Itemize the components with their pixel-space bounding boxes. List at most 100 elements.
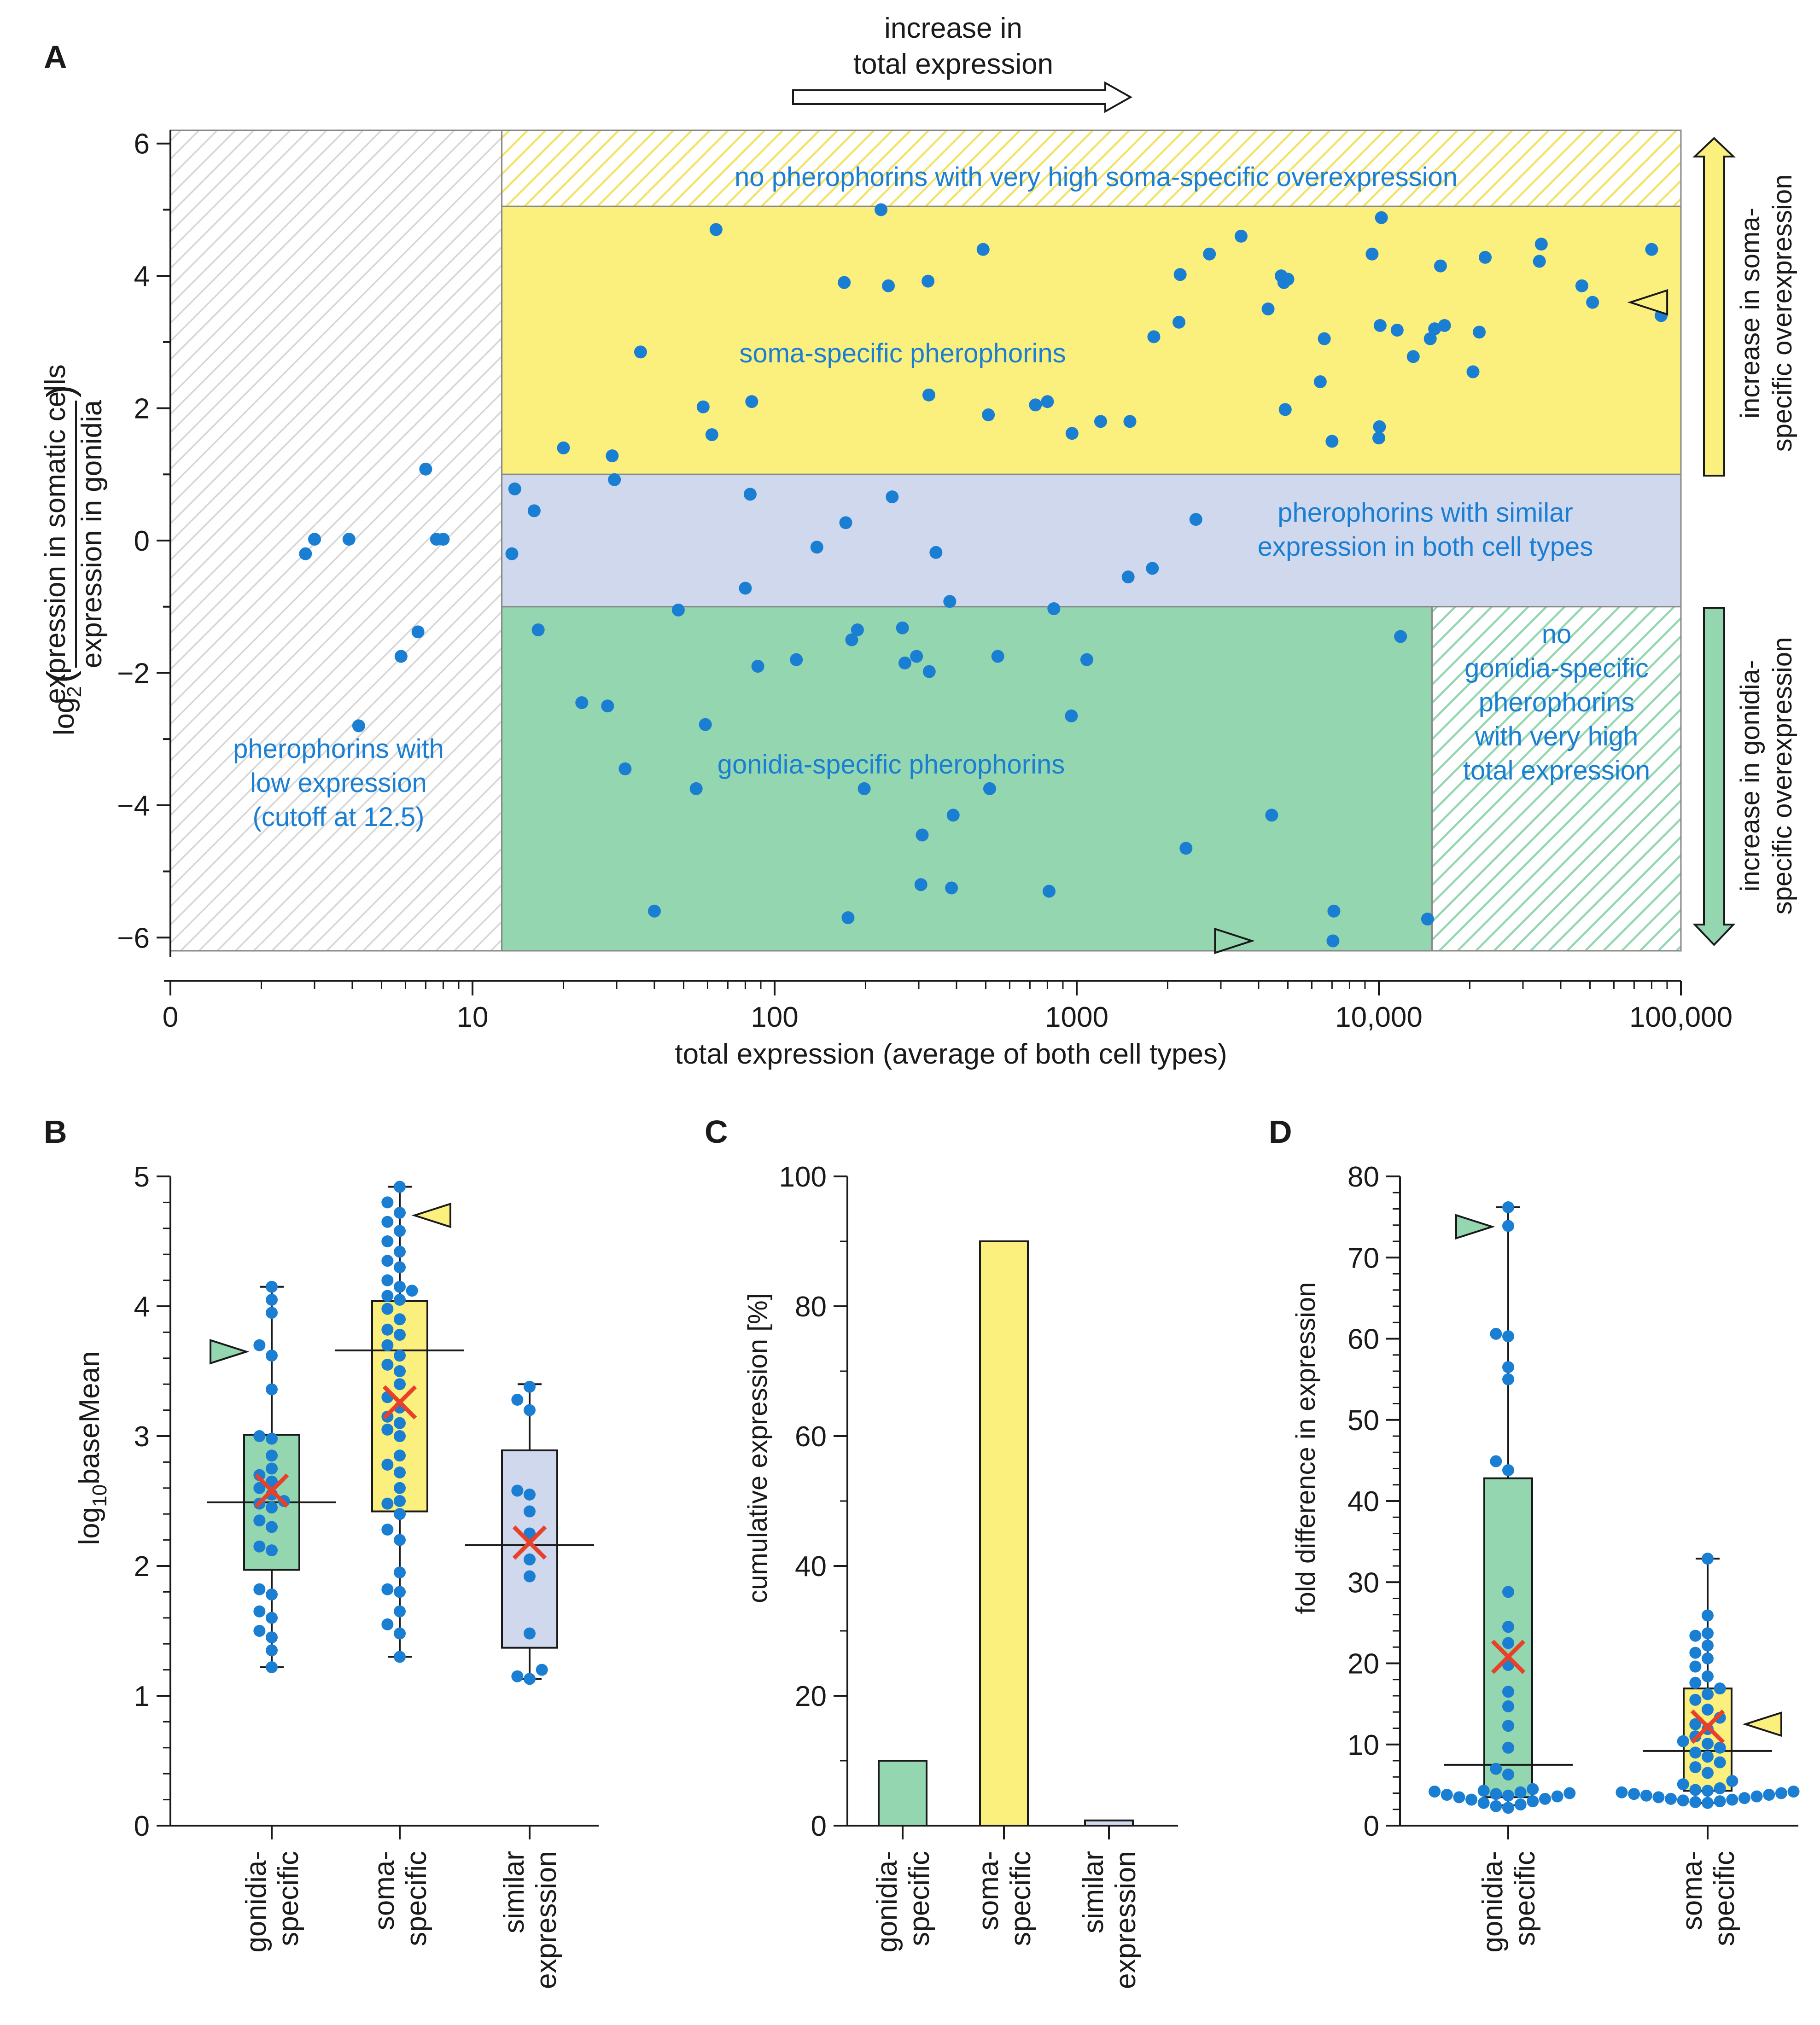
data-point [1702,1652,1714,1664]
data-point [394,1378,406,1391]
data-point [976,243,990,256]
data-point [1702,1751,1714,1763]
data-point [1677,1778,1689,1791]
data-point [810,541,823,554]
data-point [1502,1201,1514,1213]
data-point [1502,1700,1514,1712]
data-point [266,1631,278,1644]
data-point [1477,1785,1490,1797]
arrowhead-marker [1627,289,1668,316]
data-point [1677,1794,1689,1807]
data-point [531,623,545,637]
data-point [381,1497,394,1510]
region-label-green: gonidia-specific pherophorins [718,750,1065,780]
panel-label-c: C [705,1114,728,1150]
data-point [1179,842,1193,855]
category-label-line: similar [1078,1851,1109,1933]
y-label-sub: 2 [63,686,86,697]
data-point [1490,1763,1502,1775]
data-point [1394,630,1407,643]
data-point [266,1449,278,1462]
region-labels: pherophorins with low expression (cutoff a… [233,162,1650,832]
data-point [266,1501,278,1514]
y-tick-label: 6 [134,128,150,160]
region-green [501,606,1433,952]
data-point [1702,1670,1714,1682]
y-tick-label: 5 [134,1161,150,1193]
data-point [1575,279,1588,292]
category-label: gonidia-specific [240,1851,304,1953]
data-point [1645,243,1658,256]
data-point [1677,1735,1689,1747]
data-point [914,878,928,891]
data-point [1172,315,1186,329]
data-point [1372,431,1385,445]
y-label-denominator: expression in gonidia [76,400,108,668]
top-annotation-line2: total expression [853,48,1053,80]
data-point [922,274,935,288]
bar [878,1760,928,1827]
y-axis-label-d: fold difference in expression [1291,1282,1321,1614]
arrowhead-marker [1214,927,1255,954]
data-point [253,1339,266,1351]
data-point [1390,324,1404,337]
data-point [1702,1767,1714,1779]
category-label-line: specific [273,1851,304,1946]
data-point [381,1358,394,1371]
data-point [508,482,521,495]
data-point [394,1651,406,1663]
y-label-log: log [48,697,80,735]
data-point [1421,913,1434,926]
data-point [1787,1785,1800,1798]
data-point [1539,1792,1551,1805]
data-point [1441,1789,1453,1801]
data-point [743,488,757,501]
data-point [266,1544,278,1557]
data-point [266,1475,278,1488]
data-point [929,546,943,559]
data-point [381,1290,394,1302]
data-point [1689,1796,1702,1808]
y-tick-label: 70 [1348,1242,1379,1274]
data-point [253,1540,266,1553]
y-axis-label-b: log10baseMean [74,1351,111,1545]
category-label-line: soma- [1676,1851,1708,1930]
y-tick-label: 0 [1364,1810,1379,1842]
data-point [1502,1741,1514,1754]
y-tick-label: 0 [134,525,150,557]
data-point [1702,1785,1714,1797]
arrowhead-marker [210,1338,250,1365]
data-point [1479,250,1492,264]
y-label-numerator: expression in somatic cells [40,364,71,704]
data-point [1234,229,1248,243]
data-point [1702,1737,1714,1750]
data-point [394,1329,406,1341]
y-tick-label: 80 [1348,1161,1379,1193]
data-point [1702,1639,1714,1652]
data-point [1775,1787,1787,1799]
data-point [1689,1761,1702,1774]
data-point [705,428,718,442]
category-label-line: expression [1110,1851,1142,1989]
category-label-line: specific [904,1851,935,1946]
data-point [394,1534,406,1546]
x-tick-label: 100 [751,1001,798,1033]
data-point [394,1293,406,1306]
data-point [709,223,723,236]
y-tick-label: 10 [1348,1729,1379,1761]
data-point [394,1206,406,1219]
category-label: soma-specific [368,1851,432,1946]
data-point [394,1466,406,1478]
mean-marker [1690,1709,1725,1744]
x-tick-label: 10 [457,1001,489,1033]
data-point [982,408,995,421]
data-point [1726,1793,1738,1806]
data-point [1373,420,1386,433]
svg-text:log10baseMean: log10baseMean [74,1351,111,1545]
y-tick-label: −2 [117,658,150,689]
data-point [1689,1660,1702,1673]
data-point [381,1235,394,1247]
data-point [1365,247,1379,261]
data-point [1313,375,1327,389]
data-point [394,1365,406,1377]
